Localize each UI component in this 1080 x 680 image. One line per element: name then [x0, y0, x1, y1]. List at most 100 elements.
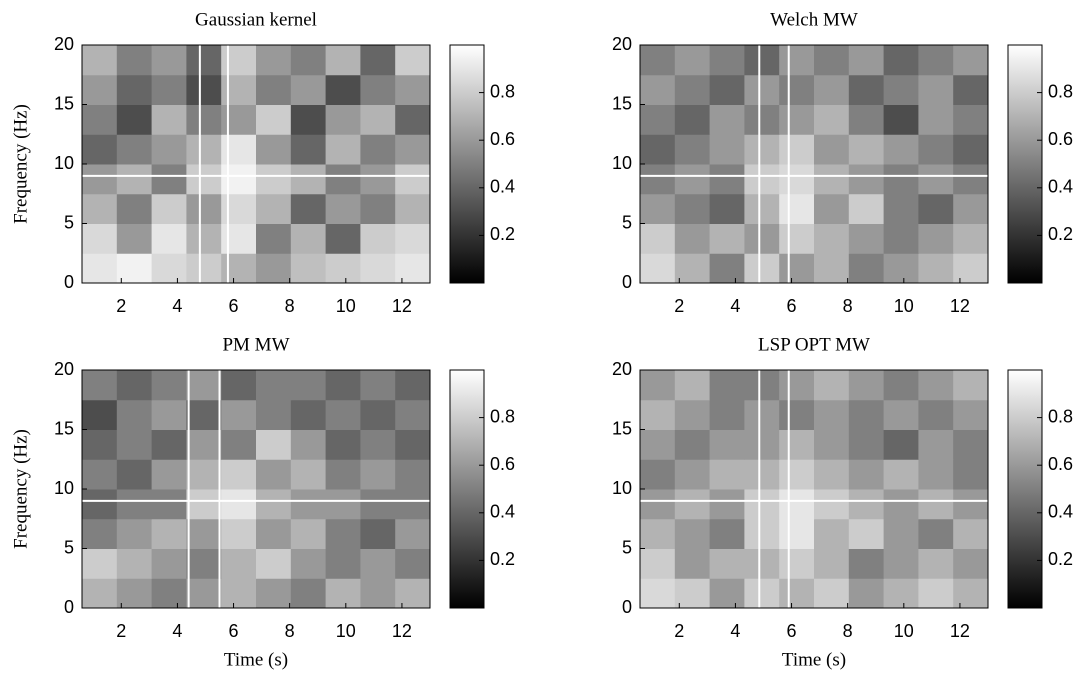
heatmap-cell — [290, 164, 327, 195]
heatmap-cell — [674, 489, 711, 520]
y-tick-label: 15 — [612, 93, 632, 113]
heatmap-cell — [848, 578, 885, 609]
x-tick-label: 2 — [674, 296, 684, 316]
heatmap-cell — [82, 429, 118, 460]
heatmap-cell — [325, 429, 361, 460]
heatmap-cell — [82, 399, 118, 430]
heatmap-cell — [256, 45, 292, 76]
heatmap-cell — [814, 548, 850, 579]
heatmap-cell — [814, 429, 850, 460]
heatmap-cell — [290, 134, 327, 165]
heatmap-cell — [325, 489, 361, 520]
heatmap-cell — [848, 74, 885, 105]
y-tick-label: 10 — [612, 478, 632, 498]
x-tick-label: 2 — [116, 296, 126, 316]
heatmap-cell — [918, 104, 954, 135]
heatmap-cell — [918, 548, 954, 579]
heatmap-cell — [256, 370, 292, 401]
heatmap-cell — [395, 253, 431, 284]
y-tick-label: 10 — [54, 478, 74, 498]
heatmap-cell — [395, 578, 431, 609]
heatmap-cell — [116, 134, 153, 165]
x-tick-label: 4 — [730, 296, 740, 316]
heatmap-cell — [674, 193, 711, 224]
heatmap-cell — [779, 253, 815, 284]
heatmap-cell — [709, 518, 745, 549]
heatmap-cell — [953, 164, 989, 195]
heatmap-cell — [953, 45, 989, 76]
heatmap-cell — [116, 223, 153, 254]
heatmap-cell — [221, 193, 257, 224]
colorbar-tick-label: 0.4 — [1048, 502, 1073, 522]
heatmap-cell — [640, 134, 676, 165]
heatmap-cell — [325, 104, 361, 135]
heatmap-cell — [186, 134, 222, 165]
panel-title: PM MW — [222, 334, 289, 355]
heatmap-cell — [918, 578, 954, 609]
heatmap-cell — [395, 518, 431, 549]
x-tick-label: 6 — [229, 621, 239, 641]
heatmap-cell — [82, 223, 118, 254]
colorbar-tick-label: 0.8 — [490, 81, 515, 101]
heatmap-cell — [256, 164, 292, 195]
heatmap-cell — [325, 223, 361, 254]
heatmap-cell — [674, 45, 711, 76]
heatmap-cell — [779, 518, 815, 549]
heatmap-cell — [360, 578, 396, 609]
heatmap-cell — [151, 518, 187, 549]
heatmap-cell — [221, 104, 257, 135]
heatmap-cell — [360, 253, 396, 284]
heatmap-cell — [709, 164, 745, 195]
heatmap-cell — [744, 399, 780, 430]
heatmap-cell — [709, 370, 745, 401]
heatmap-cell — [709, 193, 745, 224]
heatmap-cell — [848, 370, 885, 401]
heatmap-cell — [674, 223, 711, 254]
heatmap-cell — [151, 370, 187, 401]
heatmap-cell — [82, 253, 118, 284]
heatmap-cell — [221, 429, 257, 460]
heatmap-cell — [779, 45, 815, 76]
heatmap-cell — [918, 399, 954, 430]
heatmap-cell — [848, 104, 885, 135]
heatmap-cell — [116, 253, 153, 284]
heatmap-cell — [360, 193, 396, 224]
heatmap-cell — [709, 45, 745, 76]
heatmap-cell — [151, 548, 187, 579]
y-tick-label: 5 — [64, 537, 74, 557]
heatmap-cell — [325, 45, 361, 76]
colorbar-tick-label: 0.4 — [490, 502, 515, 522]
heatmap-cell — [640, 253, 676, 284]
heatmap-cell — [186, 459, 222, 490]
heatmap-cell — [848, 429, 885, 460]
heatmap-cell — [640, 518, 676, 549]
heatmap-cell — [779, 104, 815, 135]
heatmap-cell — [395, 164, 431, 195]
heatmap-cell — [883, 518, 919, 549]
heatmap-cell — [151, 429, 187, 460]
colorbar-tick-label: 0.2 — [1048, 224, 1073, 244]
x-tick-label: 8 — [285, 621, 295, 641]
heatmap-cell — [709, 104, 745, 135]
colorbar-tick-label: 0.8 — [490, 406, 515, 426]
y-tick-label: 0 — [64, 597, 74, 617]
heatmap-cell — [360, 45, 396, 76]
heatmap-cell — [883, 578, 919, 609]
heatmap-cell — [290, 193, 327, 224]
heatmap-cell — [848, 193, 885, 224]
heatmap-cell — [290, 74, 327, 105]
colorbar-tick-label: 0.8 — [1048, 81, 1073, 101]
heatmap-cell — [848, 459, 885, 490]
heatmap-cell — [709, 548, 745, 579]
panel-title: LSP OPT MW — [758, 334, 870, 355]
heatmap-cell — [814, 459, 850, 490]
heatmap-cell — [360, 74, 396, 105]
x-tick-label: 12 — [392, 621, 412, 641]
heatmap-cell — [82, 193, 118, 224]
x-tick-label: 4 — [172, 621, 182, 641]
x-tick-label: 12 — [950, 296, 970, 316]
heatmap-cell — [325, 518, 361, 549]
heatmap-cell — [674, 74, 711, 105]
heatmap-cell — [814, 104, 850, 135]
colorbar-tick-label: 0.6 — [490, 454, 515, 474]
